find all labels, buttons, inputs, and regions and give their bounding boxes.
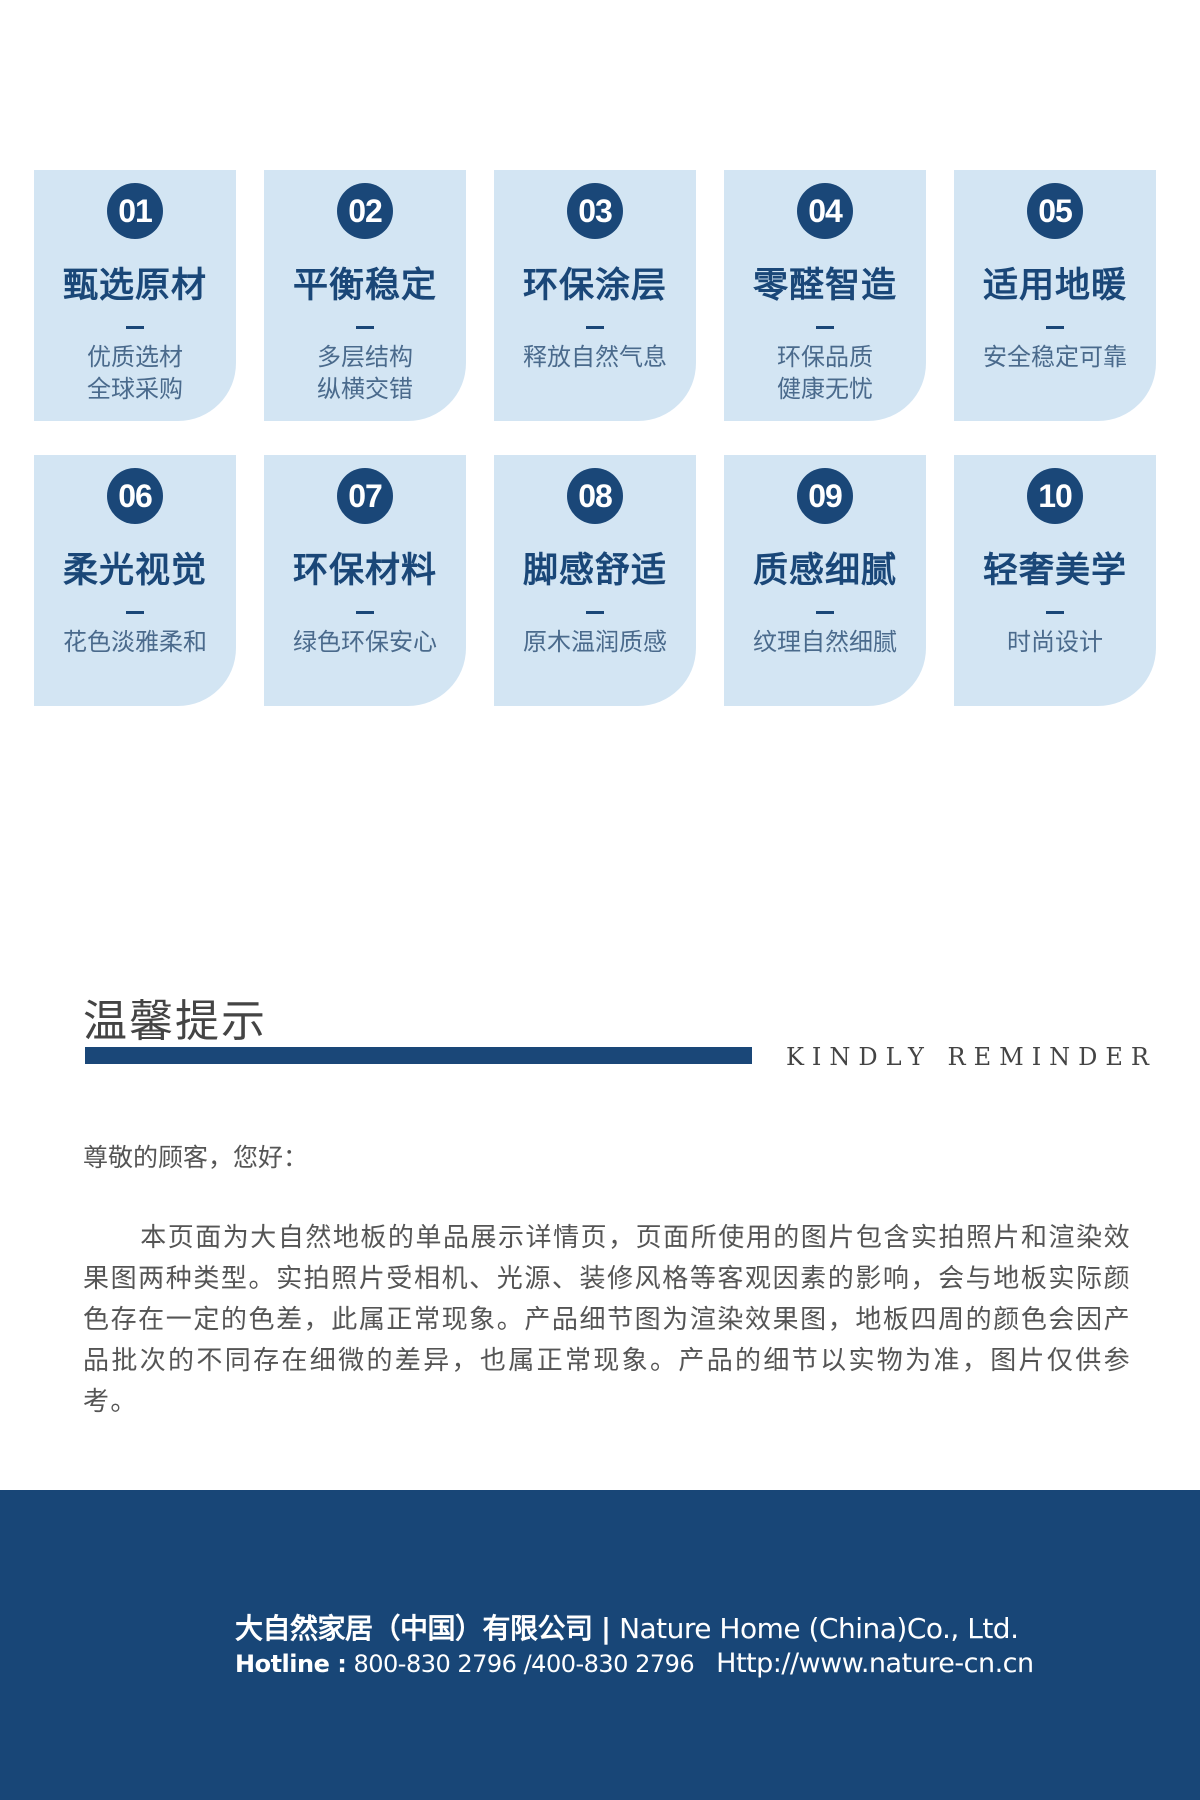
hotline-label: Hotline : [235,1650,347,1678]
footer [0,1490,1200,1800]
dash-divider [816,611,834,614]
feature-desc-line: 纵横交错 [317,375,413,403]
feature-title: 环保涂层 [522,266,667,306]
number-badge: 04 [797,183,853,239]
feature-desc-line: 多层结构 [317,343,413,371]
feature-title: 适用地暖 [982,266,1127,306]
feature-desc-line: 优质选材 [87,343,183,371]
feature-desc: 释放自然气息 [494,341,696,373]
feature-card: 06 柔光视觉 花色淡雅柔和 [34,455,236,706]
feature-title: 柔光视觉 [62,551,207,591]
separator: | [600,1612,611,1645]
dash-divider [1046,326,1064,329]
feature-title: 平衡稳定 [292,266,437,306]
dash-divider [1046,611,1064,614]
number-badge: 09 [797,468,853,524]
footer-company: 大自然家居（中国）有限公司 | Nature Home (China)Co., … [235,1607,1019,1647]
number-badge: 06 [107,468,163,524]
feature-title: 甄选原材 [62,266,207,306]
feature-desc-line: 安全稳定可靠 [983,343,1127,371]
greeting: 尊敬的顾客，您好： [83,1143,309,1172]
dash-divider [126,326,144,329]
feature-desc-line: 花色淡雅柔和 [63,628,207,656]
feature-desc: 绿色环保安心 [264,626,466,658]
feature-desc: 优质选材 全球采购 [34,341,236,405]
feature-card: 09 质感细腻 纹理自然细腻 [724,455,926,706]
feature-title: 零醛智造 [752,266,897,306]
number-badge: 07 [337,468,393,524]
number-badge: 03 [567,183,623,239]
number-badge: 10 [1027,468,1083,524]
feature-grid: 01 甄选原材 优质选材 全球采购 02 平衡稳定 多层结构 纵横交错 03 环保涂层 … [34,170,1156,706]
footer-contact: Hotline : 800-830 2796 /400-830 2796 Http… [235,1648,1034,1679]
feature-card: 05 适用地暖 安全稳定可靠 [954,170,1156,421]
company-name-cn: 大自然家居（中国）有限公司 [235,1612,593,1645]
feature-title: 质感细腻 [752,551,897,591]
company-name-en: Nature Home (China)Co., Ltd. [619,1612,1019,1645]
dash-divider [816,326,834,329]
feature-desc-line: 时尚设计 [1007,628,1103,656]
number-badge: 01 [107,183,163,239]
number-badge: 02 [337,183,393,239]
feature-desc: 时尚设计 [954,626,1156,658]
reminder-divider-bar [85,1047,752,1064]
dash-divider [356,326,374,329]
feature-card: 03 环保涂层 释放自然气息 [494,170,696,421]
feature-desc-line: 环保品质 [777,343,873,371]
feature-desc: 多层结构 纵横交错 [264,341,466,405]
feature-desc-line: 纹理自然细腻 [753,628,897,656]
dash-divider [586,326,604,329]
feature-desc: 环保品质 健康无忧 [724,341,926,405]
feature-title: 脚感舒适 [522,551,667,591]
feature-card: 10 轻奢美学 时尚设计 [954,455,1156,706]
feature-desc: 原木温润质感 [494,626,696,658]
feature-card: 02 平衡稳定 多层结构纵横交错 [264,170,466,421]
feature-desc-line: 全球采购 [87,375,183,403]
feature-desc-line: 原木温润质感 [523,628,667,656]
reminder-title: 温馨提示 [83,996,267,1047]
dash-divider [356,611,374,614]
number-badge: 08 [567,468,623,524]
feature-desc: 纹理自然细腻 [724,626,926,658]
feature-desc-line: 释放自然气息 [523,343,667,371]
feature-desc-line: 健康无忧 [777,375,873,403]
reminder-subtitle: KINDLY REMINDER [786,1043,1158,1071]
website-link[interactable]: Http://www.nature-cn.cn [716,1648,1034,1679]
feature-title: 轻奢美学 [982,551,1127,591]
feature-title: 环保材料 [292,551,437,591]
hotline-number: 800-830 2796 /400-830 2796 [353,1650,695,1678]
dash-divider [126,611,144,614]
reminder-body: 本页面为大自然地板的单品展示详情页，页面所使用的图片包含实拍照片和渲染效果图两种… [83,1223,1131,1417]
feature-card: 04 零醛智造 环保品质健康无忧 [724,170,926,421]
feature-card: 07 环保材料 绿色环保安心 [264,455,466,706]
feature-desc-line: 绿色环保安心 [293,628,437,656]
dash-divider [586,611,604,614]
feature-desc: 花色淡雅柔和 [34,626,236,658]
number-badge: 05 [1027,183,1083,239]
feature-card: 01 甄选原材 优质选材全球采购 [34,170,236,421]
feature-card: 08 脚感舒适 原木温润质感 [494,455,696,706]
feature-desc: 安全稳定可靠 [954,341,1156,373]
